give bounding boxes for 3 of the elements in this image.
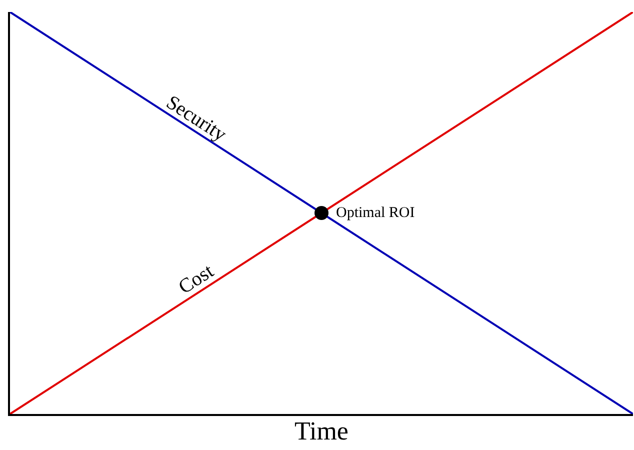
- annotation: Optimal ROI: [336, 205, 415, 221]
- x-axis-title: Time: [294, 416, 348, 446]
- text: Cost: [174, 260, 218, 299]
